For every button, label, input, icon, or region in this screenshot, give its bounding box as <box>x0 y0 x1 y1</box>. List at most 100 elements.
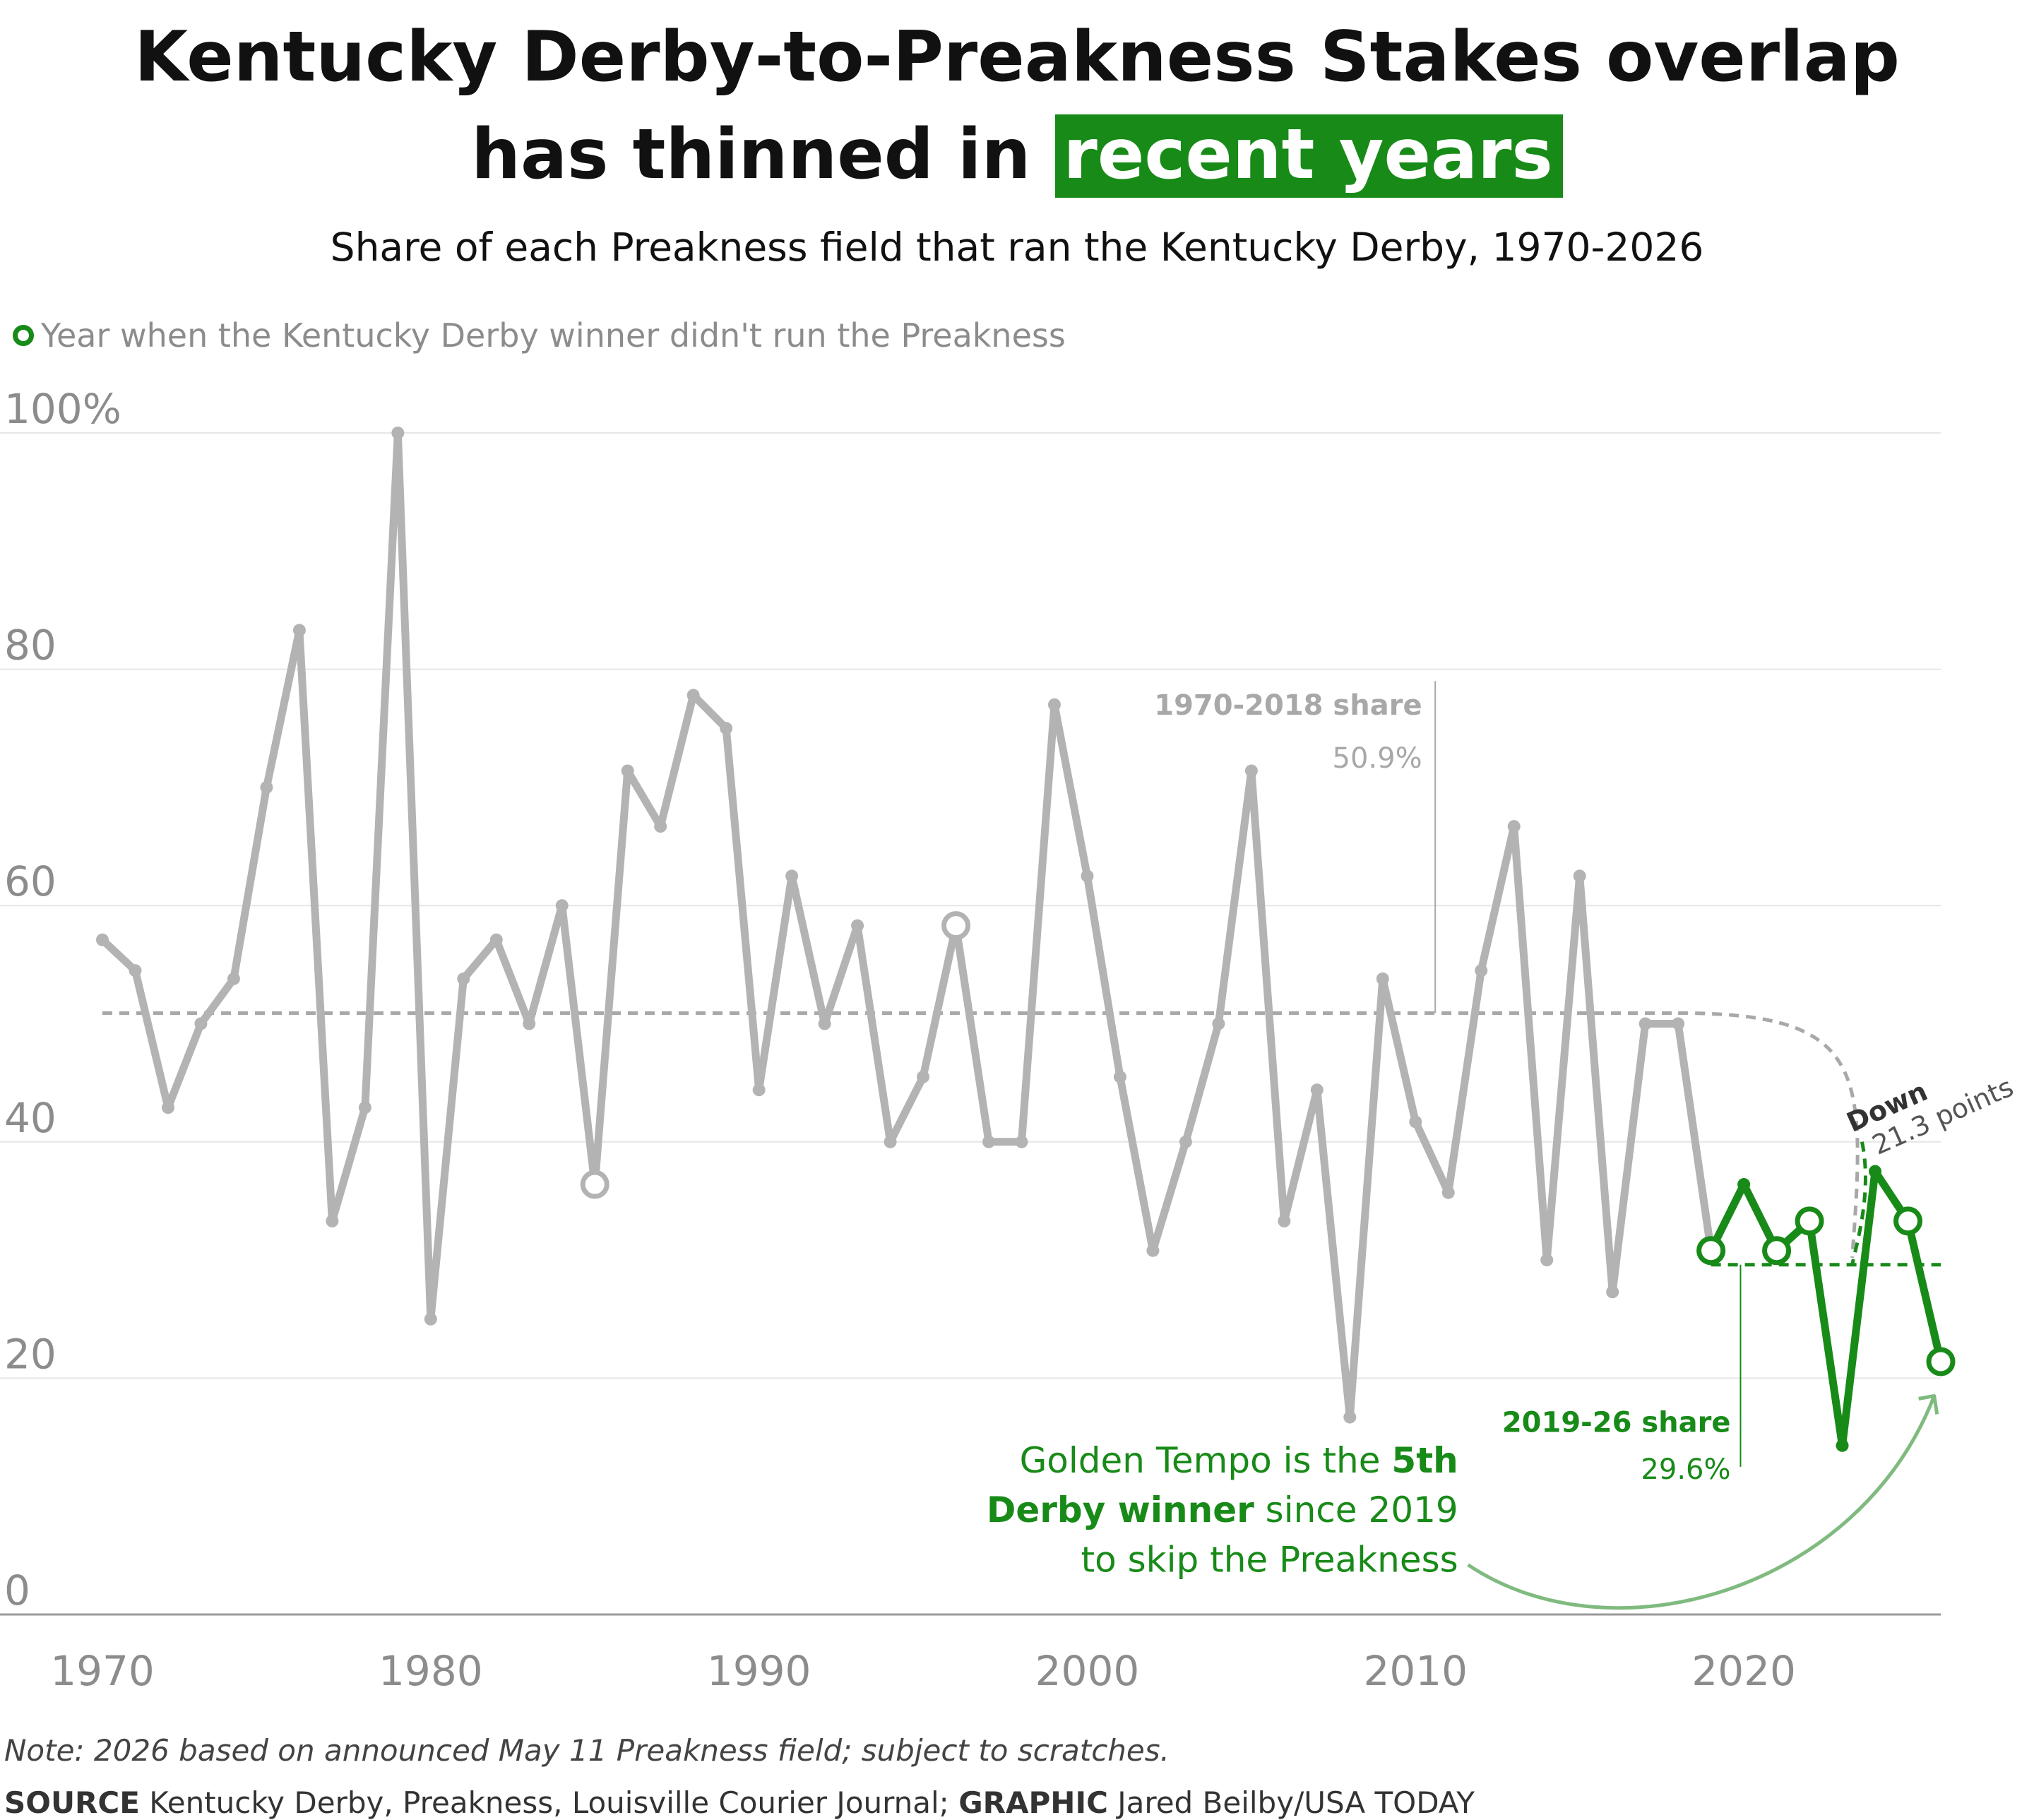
source-text: Kentucky Derby, Preakness, Louisville Co… <box>139 1785 959 1820</box>
point-2003 <box>1179 1135 1192 1148</box>
reference-lines <box>102 681 1941 1467</box>
y-tick-label-60: 60 <box>4 857 56 905</box>
graphic-text: Jared Beilby/USA TODAY <box>1107 1785 1475 1820</box>
x-tick-label-1970: 1970 <box>50 1647 155 1695</box>
line-chart: 0 20 40 60 80 100% 1970 1980 1990 2000 2010 2020 1… <box>0 385 2018 1695</box>
x-tick-label-2010: 2010 <box>1363 1647 1468 1695</box>
golden-tempo-line-3: to skip the Preakness <box>1081 1539 1458 1580</box>
x-tick-label-1990: 1990 <box>707 1647 811 1695</box>
point-1974 <box>227 972 240 985</box>
graphic-label: GRAPHIC <box>958 1785 1108 1820</box>
point-2004 <box>1212 1017 1225 1030</box>
y-tick-label-40: 40 <box>4 1094 56 1142</box>
point-1999 <box>1047 698 1061 711</box>
golden-tempo-since: since 2019 <box>1254 1489 1458 1530</box>
arrow-head-icon <box>1918 1393 1939 1415</box>
ref-label-2019-26: 2019-26 share <box>1502 1406 1731 1439</box>
open-circle-icon <box>13 325 34 346</box>
point-1990 <box>752 1083 766 1097</box>
point-2010 <box>1409 1115 1422 1129</box>
y-axis-ticks: 0 20 40 60 80 100% <box>4 385 121 1614</box>
hollow-point-2019 <box>1696 1236 1726 1266</box>
x-tick-label-2000: 2000 <box>1035 1647 1140 1695</box>
point-2017 <box>1638 1017 1652 1030</box>
point-2020 <box>1737 1178 1751 1191</box>
point-1971 <box>129 964 142 977</box>
ref-value-2019-26: 29.6% <box>1641 1453 1730 1486</box>
point-1986 <box>621 764 634 778</box>
ref-value-1970-2018: 50.9% <box>1333 742 1422 775</box>
note: Note: 2026 based on announced May 11 Pre… <box>4 1733 1170 1768</box>
point-1973 <box>194 1017 208 1030</box>
point-1983 <box>523 1017 536 1030</box>
y-tick-label-20: 20 <box>4 1330 56 1378</box>
point-2016 <box>1606 1285 1619 1299</box>
point-2005 <box>1244 764 1258 778</box>
point-2012 <box>1475 964 1488 977</box>
point-1989 <box>720 722 733 735</box>
point-2009 <box>1376 972 1389 985</box>
chart-subtitle: Share of each Preakness field that ran t… <box>330 225 1704 270</box>
point-1998 <box>1015 1135 1028 1148</box>
point-2018 <box>1672 1017 1685 1030</box>
point-1976 <box>292 624 306 637</box>
point-2008 <box>1343 1410 1357 1424</box>
point-1978 <box>358 1101 371 1114</box>
legend: Year when the Kentucky Derby winner didn… <box>13 316 1066 355</box>
point-1984 <box>555 899 569 912</box>
point-2000 <box>1081 869 1094 883</box>
golden-tempo-pre: Golden Tempo is the <box>1020 1440 1392 1481</box>
title-line-2-prefix: has thinned in <box>471 114 1031 195</box>
hollow-point-1996 <box>941 911 971 941</box>
y-tick-label-100: 100% <box>4 385 121 433</box>
x-tick-label-2020: 2020 <box>1691 1647 1796 1695</box>
series-line-0 <box>98 429 1715 1422</box>
title-line-1: Kentucky Derby-to-Preakness Stakes overl… <box>134 17 1900 97</box>
point-1975 <box>260 780 273 794</box>
source-credit: SOURCE Kentucky Derby, Preakness, Louisv… <box>4 1785 1475 1820</box>
y-tick-label-0: 0 <box>4 1566 30 1614</box>
series-lines <box>98 429 1945 1450</box>
x-axis-ticks: 1970 1980 1990 2000 2010 2020 <box>50 1647 1796 1695</box>
golden-tempo-arrow <box>1467 1395 1937 1610</box>
point-2014 <box>1540 1254 1554 1267</box>
point-1972 <box>161 1101 174 1114</box>
down-connector-gray <box>1678 1011 1860 1258</box>
x-tick-label-1980: 1980 <box>379 1647 483 1695</box>
point-2011 <box>1441 1186 1455 1199</box>
down-connector-green <box>1850 1141 1867 1266</box>
point-1970 <box>96 933 109 946</box>
ref-label-1970-2018: 1970-2018 share <box>1154 689 1422 722</box>
hollow-point-2026 <box>1926 1347 1956 1376</box>
source-label: SOURCE <box>4 1785 140 1820</box>
point-1981 <box>457 972 470 985</box>
hollow-point-2021 <box>1762 1236 1792 1266</box>
point-2023 <box>1836 1439 1849 1452</box>
point-2007 <box>1310 1083 1324 1097</box>
point-1977 <box>326 1214 339 1227</box>
point-1982 <box>489 933 503 946</box>
point-1987 <box>654 820 667 833</box>
golden-tempo-derby-winner: Derby winner <box>987 1489 1254 1530</box>
hollow-point-2025 <box>1893 1206 1923 1236</box>
golden-tempo-line-2: Derby winner since 2019 <box>987 1489 1458 1530</box>
point-2006 <box>1278 1214 1291 1227</box>
title-line-2: has thinned in recent years <box>0 106 2034 203</box>
point-1979 <box>391 427 405 439</box>
point-1980 <box>424 1312 437 1326</box>
point-1994 <box>884 1135 897 1148</box>
point-1995 <box>917 1070 930 1083</box>
data-markers <box>96 427 1956 1452</box>
y-tick-label-80: 80 <box>4 621 56 670</box>
point-1991 <box>785 869 799 883</box>
hollow-point-1985 <box>580 1170 609 1199</box>
title-highlight: recent years <box>1054 114 1563 198</box>
point-1988 <box>686 689 700 702</box>
point-1993 <box>851 919 864 932</box>
hollow-point-2022 <box>1795 1206 1824 1236</box>
point-1992 <box>818 1017 831 1030</box>
point-2024 <box>1869 1165 1882 1178</box>
gridlines <box>0 432 1941 1379</box>
legend-label: Year when the Kentucky Derby winner didn… <box>41 316 1066 355</box>
golden-tempo-line-1: Golden Tempo is the 5th <box>1020 1440 1458 1481</box>
